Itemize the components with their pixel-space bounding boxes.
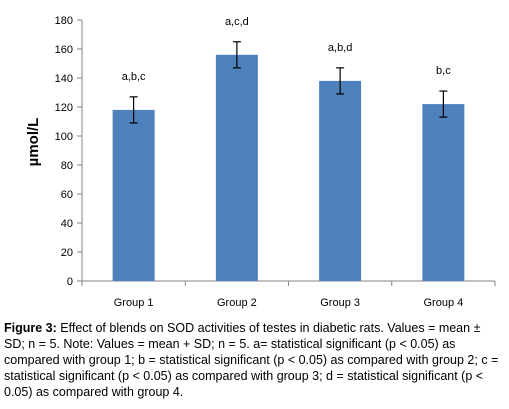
- x-tick-label: Group 1: [114, 297, 154, 309]
- caption-label: Figure 3:: [4, 321, 57, 335]
- figure-caption: Figure 3: Effect of blends on SOD activi…: [4, 320, 504, 400]
- y-tick-label: 120: [55, 102, 73, 114]
- y-axis: 0 20 40 60 80 100 120 140 160 180: [55, 15, 83, 288]
- bar: [422, 104, 465, 281]
- x-tick-label: Group 4: [424, 297, 464, 309]
- bar: [112, 109, 155, 282]
- bar: [215, 54, 258, 281]
- x-axis: Group 1 Group 2 Group 3 Group 4: [81, 280, 496, 309]
- y-tick-label: 20: [61, 247, 73, 259]
- y-tick-label: 100: [55, 131, 73, 143]
- x-tick-label: Group 3: [320, 297, 360, 309]
- y-axis-label: µmol/L: [25, 118, 42, 167]
- y-tick-label: 40: [61, 218, 73, 230]
- y-tick-label: 60: [61, 189, 73, 201]
- y-tick-label: 180: [55, 15, 73, 27]
- significance-label: a,b,d: [328, 42, 352, 54]
- significance-label: a,b,c: [122, 71, 146, 83]
- y-tick-label: 140: [55, 73, 73, 85]
- bars: a,b,c a,c,d a,b,d b,c: [112, 16, 465, 282]
- caption-text: Effect of blends on SOD activities of te…: [4, 321, 499, 399]
- significance-label: a,c,d: [225, 16, 249, 28]
- x-tick-label: Group 2: [217, 297, 257, 309]
- y-tick-label: 160: [55, 44, 73, 56]
- y-tick-label: 0: [67, 276, 73, 288]
- y-tick-label: 80: [61, 160, 73, 172]
- bar: [319, 80, 362, 282]
- significance-label: b,c: [436, 65, 451, 77]
